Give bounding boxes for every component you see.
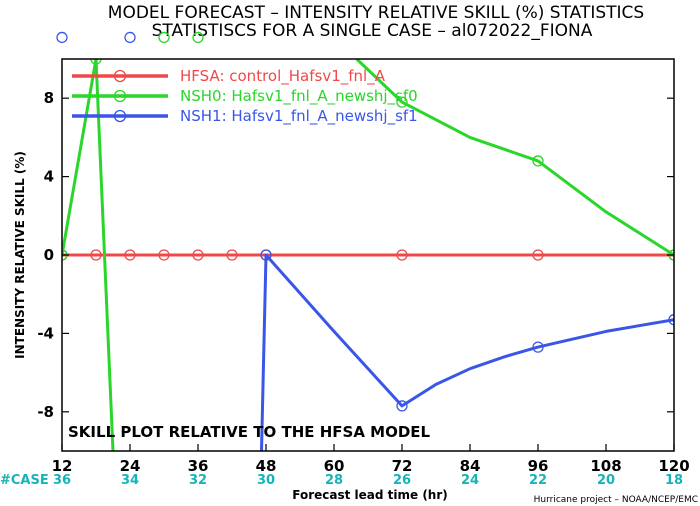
x-tick-label: 108 xyxy=(590,457,621,475)
case-label: #CASE xyxy=(0,473,49,488)
case-count: 22 xyxy=(529,473,547,488)
series-line xyxy=(260,253,674,451)
offscale-point xyxy=(124,31,136,44)
data-point xyxy=(226,249,238,261)
series-0 xyxy=(62,249,674,261)
y-tick-label: -4 xyxy=(37,324,54,342)
case-count: 26 xyxy=(393,473,411,488)
x-axis: 12 24 36 48 60 72 84 96 108 120 xyxy=(52,444,690,475)
data-point xyxy=(396,96,408,108)
x-tick-label: 60 xyxy=(324,457,345,475)
case-count: 36 xyxy=(53,473,71,488)
case-count: 34 xyxy=(121,473,139,488)
y-tick-label: 4 xyxy=(44,168,54,186)
legend-marker xyxy=(113,109,127,123)
data-point xyxy=(396,400,408,412)
y-tick-label: 0 xyxy=(44,246,54,264)
x-tick-label: 120 xyxy=(658,457,689,475)
case-count: 32 xyxy=(189,473,207,488)
offscale-markers xyxy=(56,31,204,44)
chart-subtitle: STATISTISCS FOR A SINGLE CASE – al072022… xyxy=(152,21,593,41)
case-count: 28 xyxy=(325,473,343,488)
data-point xyxy=(192,249,204,261)
data-point xyxy=(90,59,102,65)
series-line xyxy=(62,59,674,451)
data-point xyxy=(90,249,102,261)
y-axis-label: INTENSITY RELATIVE SKILL (%) xyxy=(13,151,27,359)
y-axis: 8 4 0 -4 -8 xyxy=(37,89,674,421)
data-point xyxy=(532,249,544,261)
data-point xyxy=(260,249,272,261)
credit-text: Hurricane project – NOAA/NCEP/EMC xyxy=(534,495,698,505)
legend-label: NSH0: Hafsv1_fnl_A_newshj_sf0 xyxy=(180,87,418,106)
data-point xyxy=(124,249,136,261)
case-count: 24 xyxy=(461,473,479,488)
case-count: 18 xyxy=(665,473,683,488)
x-tick-label: 72 xyxy=(392,457,413,475)
y-tick-label: 8 xyxy=(44,89,54,107)
data-point xyxy=(158,249,170,261)
legend-marker xyxy=(113,89,127,103)
case-counts-row: 36 34 32 30 28 26 24 22 20 18 xyxy=(53,473,683,488)
data-point xyxy=(532,341,544,353)
y-tick-label: -8 xyxy=(37,403,54,421)
legend-label: HFSA: control_Hafsv1_fnl_A xyxy=(180,67,386,86)
data-point xyxy=(668,314,674,326)
x-axis-label: Forecast lead time (hr) xyxy=(292,488,448,502)
data-point xyxy=(532,155,544,167)
offscale-point xyxy=(192,31,204,44)
x-tick-label: 12 xyxy=(52,457,73,475)
plot-annotation: SKILL PLOT RELATIVE TO THE HFSA MODEL xyxy=(68,423,431,441)
x-tick-label: 36 xyxy=(188,457,209,475)
chart-title: MODEL FORECAST – INTENSITY RELATIVE SKIL… xyxy=(108,3,644,23)
offscale-point xyxy=(56,31,68,44)
data-point xyxy=(396,249,408,261)
x-tick-label: 24 xyxy=(120,457,141,475)
x-tick-label: 84 xyxy=(460,457,481,475)
series-2 xyxy=(260,249,674,451)
x-tick-label: 96 xyxy=(528,457,549,475)
offscale-point xyxy=(158,31,170,44)
case-count: 20 xyxy=(597,473,615,488)
legend-marker xyxy=(113,69,127,83)
x-tick-label: 48 xyxy=(256,457,277,475)
case-count: 30 xyxy=(257,473,275,488)
legend-label: NSH1: Hafsv1_fnl_A_newshj_sf1 xyxy=(180,107,418,126)
